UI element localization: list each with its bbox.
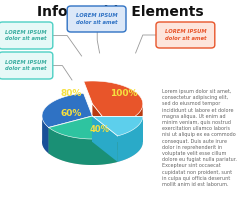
Polygon shape xyxy=(92,116,143,142)
Text: LOREM IPSUM
dolor sit amet: LOREM IPSUM dolor sit amet xyxy=(76,13,117,25)
FancyBboxPatch shape xyxy=(156,22,215,48)
Polygon shape xyxy=(49,116,92,154)
Polygon shape xyxy=(49,128,118,165)
Text: LOREM IPSUM
dolor sit amet: LOREM IPSUM dolor sit amet xyxy=(5,60,47,72)
Polygon shape xyxy=(92,116,118,162)
Text: 60%: 60% xyxy=(60,110,82,118)
Polygon shape xyxy=(49,116,92,154)
Polygon shape xyxy=(49,116,118,139)
Text: LOREM IPSUM
dolor sit amet: LOREM IPSUM dolor sit amet xyxy=(5,29,47,42)
Polygon shape xyxy=(42,116,143,165)
Text: Lorem ipsum dolor sit amet,
consectetur adipiscing elit,
sed do eiusmod tempor
i: Lorem ipsum dolor sit amet, consectetur … xyxy=(162,89,237,187)
Polygon shape xyxy=(92,104,110,152)
Text: 40%: 40% xyxy=(90,124,110,134)
Polygon shape xyxy=(118,116,143,162)
Text: LOREM IPSUM
dolor sit amet: LOREM IPSUM dolor sit amet xyxy=(165,29,206,41)
FancyBboxPatch shape xyxy=(0,22,53,49)
Polygon shape xyxy=(42,114,49,154)
Polygon shape xyxy=(110,102,143,152)
Text: 80%: 80% xyxy=(60,88,82,98)
FancyBboxPatch shape xyxy=(67,6,126,32)
Text: Infographic Elements: Infographic Elements xyxy=(37,5,203,19)
Polygon shape xyxy=(42,93,92,128)
Text: 100%: 100% xyxy=(110,88,137,98)
Polygon shape xyxy=(92,116,143,136)
FancyBboxPatch shape xyxy=(0,52,53,79)
Polygon shape xyxy=(84,81,143,126)
Polygon shape xyxy=(92,116,118,162)
